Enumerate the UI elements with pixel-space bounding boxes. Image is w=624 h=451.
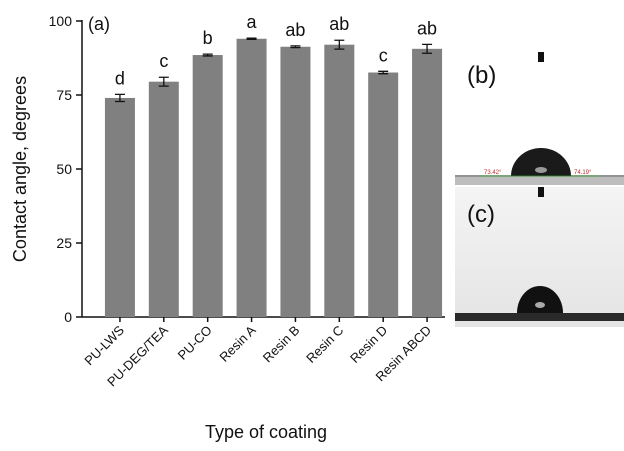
bar xyxy=(236,38,267,317)
error-bar xyxy=(202,53,213,57)
bar xyxy=(192,55,223,317)
x-tick-label: Resin D xyxy=(347,323,390,366)
y-tick-label: 25 xyxy=(56,235,72,251)
bar xyxy=(324,44,355,318)
photo-b: 73.42° 74.19° (b) xyxy=(455,40,624,185)
panel-label: (b) xyxy=(467,62,496,89)
panel-label: (c) xyxy=(467,201,495,228)
y-tick-label: 100 xyxy=(49,13,73,29)
error-bar xyxy=(158,76,169,87)
angle-left: 73.42° xyxy=(484,170,502,176)
significance-letter: ab xyxy=(417,18,437,38)
bar xyxy=(368,72,399,317)
bar xyxy=(148,81,179,318)
x-tick-label: Resin B xyxy=(260,323,303,366)
significance-letter: ab xyxy=(285,20,305,40)
y-axis-label: Contact angle, degrees xyxy=(10,76,30,262)
error-bar xyxy=(378,70,389,75)
photo-c: (c) xyxy=(455,187,624,327)
error-bar xyxy=(334,39,345,50)
significance-letter: c xyxy=(159,51,168,71)
bar xyxy=(280,46,311,317)
y-tick-label: 75 xyxy=(56,87,72,103)
plot: 0255075100dPU-LWScPU-DEG/TEAbPU-COaResin… xyxy=(49,12,445,389)
bar xyxy=(412,48,443,317)
error-bar xyxy=(246,37,257,41)
x-tick-label: Resin C xyxy=(303,323,346,366)
error-bar xyxy=(114,93,125,103)
significance-letter: d xyxy=(115,68,125,88)
error-bar xyxy=(422,43,433,54)
bar xyxy=(104,97,135,318)
angle-right: 74.19° xyxy=(574,170,592,176)
y-tick-label: 0 xyxy=(64,309,72,325)
y-tick-label: 50 xyxy=(56,161,72,177)
x-axis-label: Type of coating xyxy=(205,422,327,442)
significance-letter: b xyxy=(203,28,213,48)
panel-label: (a) xyxy=(88,14,110,34)
x-tick-label: Resin A xyxy=(216,322,259,365)
significance-letter: c xyxy=(379,45,388,65)
x-tick-label: PU-CO xyxy=(175,323,215,363)
significance-letter: ab xyxy=(329,14,349,34)
significance-letter: a xyxy=(247,12,258,32)
error-bar xyxy=(290,45,301,49)
